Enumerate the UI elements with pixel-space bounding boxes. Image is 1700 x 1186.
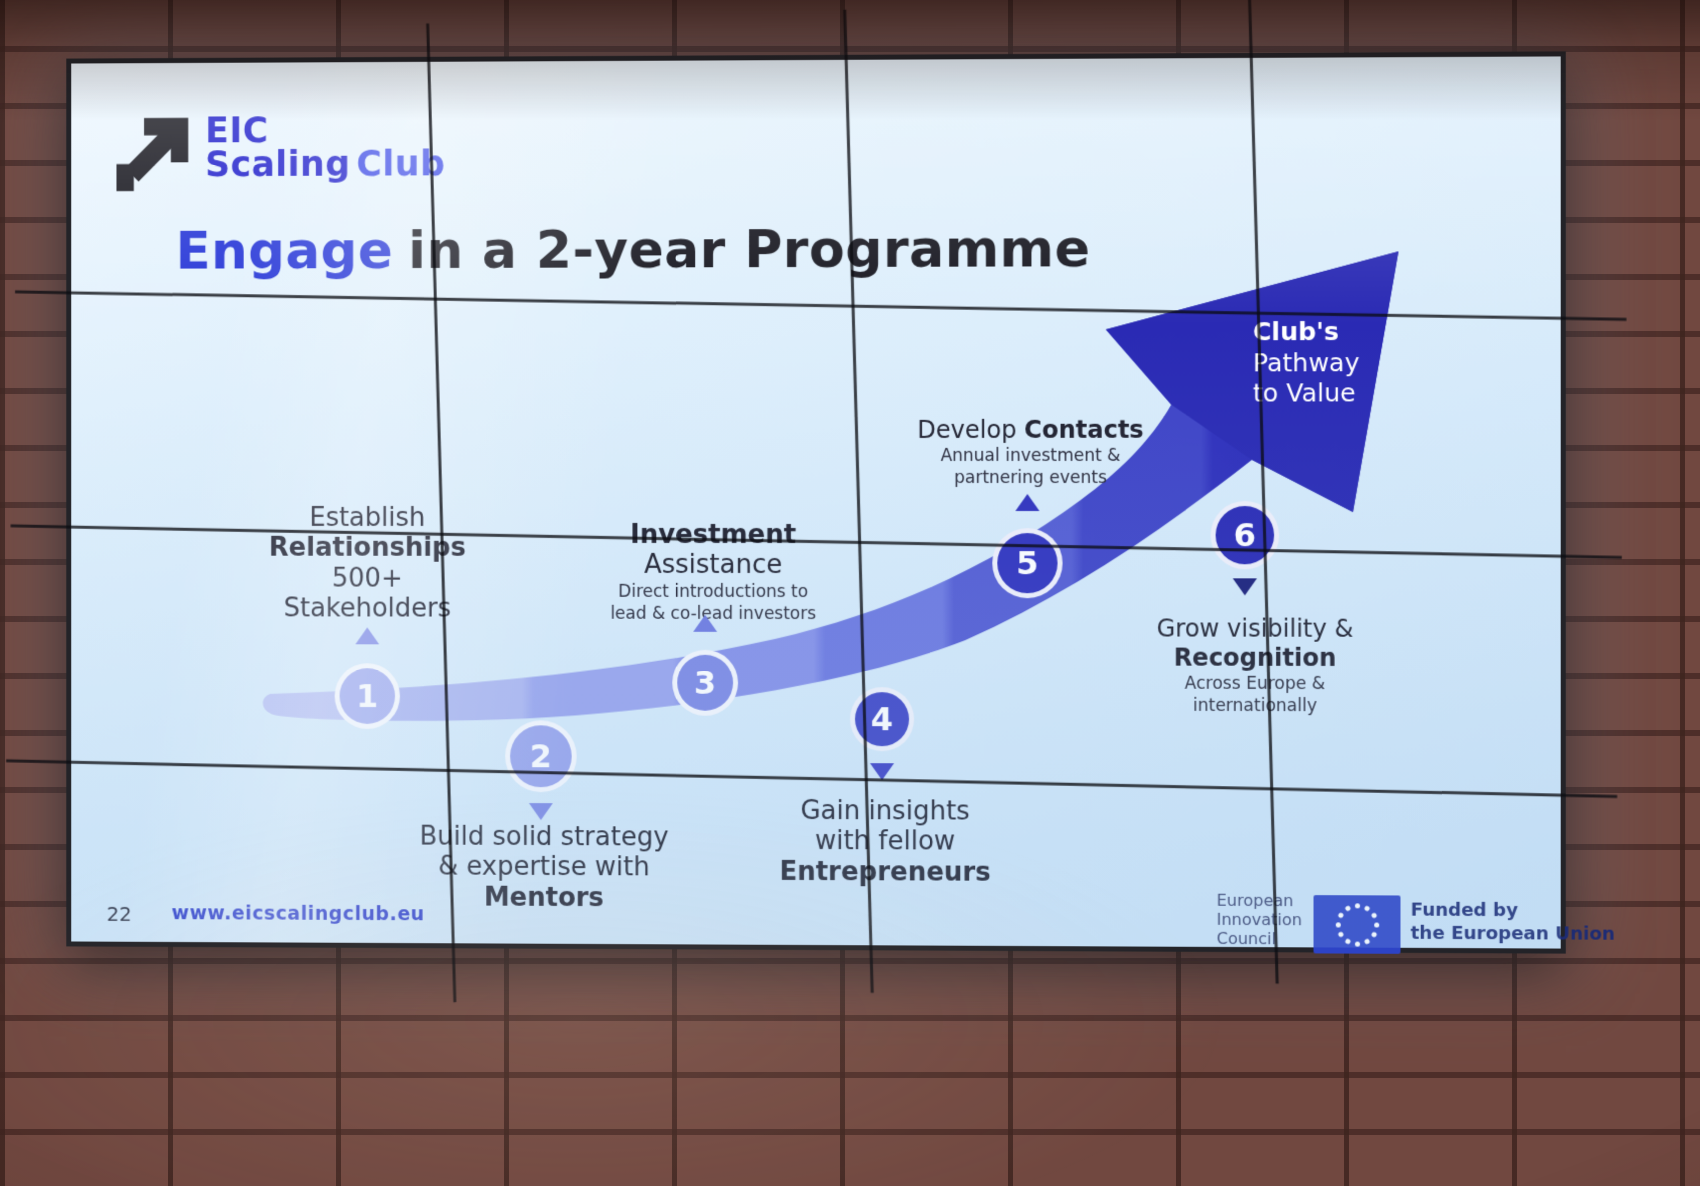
pointer-up-icon-3 [693,614,718,632]
milestone-number-3: 3 [694,663,717,702]
pointer-down-icon-4 [870,763,895,781]
pointer-up-icon-5 [1015,493,1040,512]
step-label-1: Establish Relationships 500+ Stakeholder… [269,503,466,624]
step-label-3: Investment Assistance Direct introductio… [610,520,816,625]
step2-line2: & expertise with [438,852,650,883]
step6-line3: Across Europe & [1184,673,1326,694]
milestone-number-6: 6 [1233,516,1257,555]
pointer-down-icon-6 [1232,578,1257,596]
milestone-circle-1: 1 [334,663,400,729]
step-label-5: Develop Contacts Annual investment & par… [917,416,1143,489]
milestone-circle-3: 3 [672,649,739,716]
pointer-up-icon-1 [355,627,380,645]
step2-line3: Mentors [483,882,604,913]
milestone-circle-2: 2 [505,720,577,793]
milestone-circle-5: 5 [992,528,1063,599]
step6-line2: Recognition [1173,643,1337,672]
step4-line3: Entrepreneurs [779,856,991,888]
step1-line4: Stakeholders [283,593,452,624]
step3-line2: Assistance [644,550,783,581]
step-label-6: Grow visibility & Recognition Across Eur… [1157,614,1354,717]
step-label-2: Build solid strategy & expertise with Me… [419,822,668,914]
pointer-down-icon-2 [528,803,553,821]
step1-line3: 500+ [331,563,403,594]
milestone-number-4: 4 [870,700,894,739]
step6-line1: Grow visibility & [1156,614,1354,643]
step5-line1: Develop Contacts [917,416,1143,445]
slide: EIC Scaling Club Engage in a 2-year Progra… [6,0,1627,1003]
milestone-number-1: 1 [356,677,379,716]
milestone-circle-4: 4 [850,687,915,752]
milestone-number-2: 2 [529,737,552,776]
arrowhead-line3: to Value [1252,378,1356,408]
arrowhead-label: Club's Pathway to Value [1253,317,1360,409]
step6-line4: internationally [1192,695,1318,716]
step1-line1: Establish [309,502,426,533]
step5-line2: Annual investment & [940,445,1121,466]
step3-line1: Investment [630,519,797,550]
step-label-4: Gain insights with fellow Entrepreneurs [779,796,990,888]
video-wall-screen: EIC Scaling Club Engage in a 2-year Progra… [6,0,1627,1003]
step3-line3: Direct introductions to [618,581,809,602]
step1-line2: Relationships [268,533,466,564]
step5-line1-bold: Contacts [1024,415,1144,444]
step5-line1-regular: Develop [917,415,1017,444]
step4-line1: Gain insights [800,795,970,827]
step4-line2: with fellow [814,826,956,857]
step2-line1: Build solid strategy [419,821,669,853]
milestone-number-5: 5 [1016,544,1039,583]
arrowhead-line1: Club's [1252,316,1339,347]
step5-line3: partnering events [954,467,1107,488]
arrowhead-line2: Pathway [1252,347,1360,377]
milestone-circle-6: 6 [1210,500,1280,570]
